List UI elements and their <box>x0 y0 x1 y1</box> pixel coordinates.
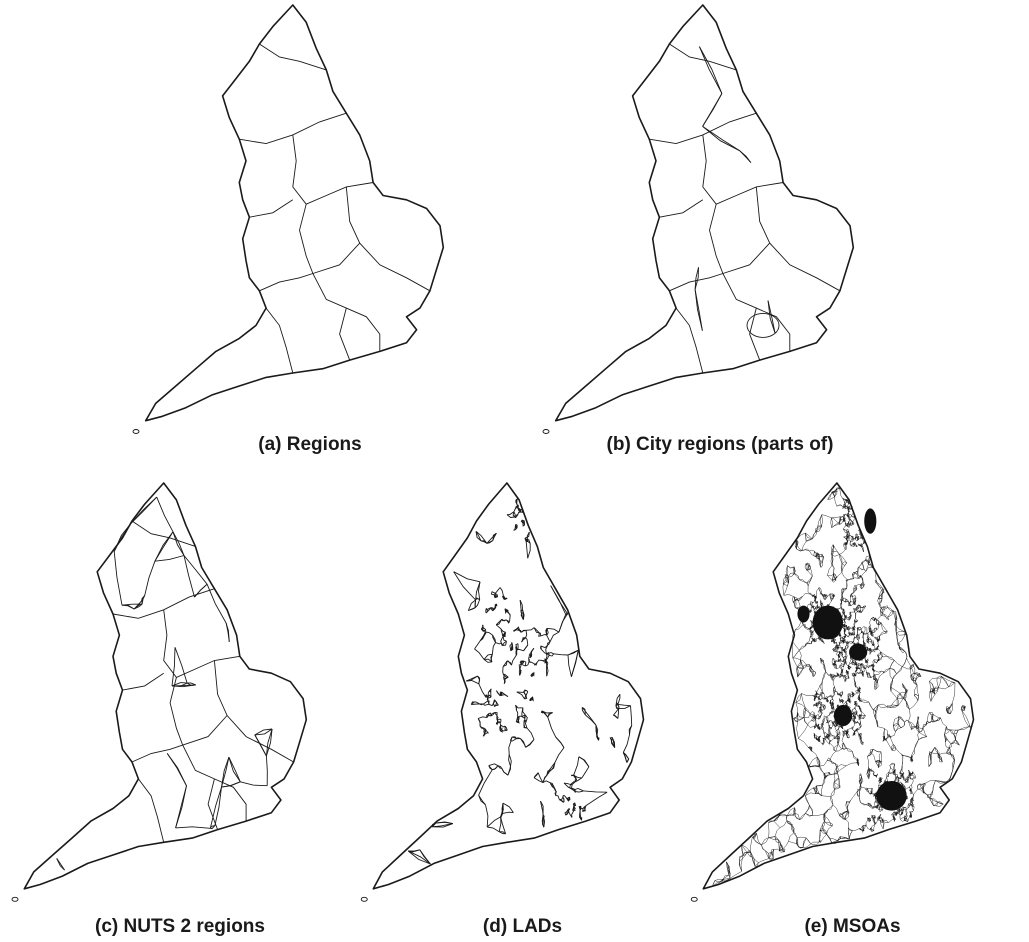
map-nuts2 <box>11 482 308 902</box>
region-boundary <box>292 134 374 205</box>
urban-cluster <box>849 643 868 661</box>
region-boundary <box>259 272 381 352</box>
map-lads <box>360 482 645 902</box>
region-boundary <box>709 204 724 274</box>
region-boundary <box>299 204 314 274</box>
region-boundary <box>702 134 784 205</box>
region-boundary <box>207 778 219 830</box>
panel-nuts2: (c) NUTS 2 regions <box>0 478 360 942</box>
region-boundary <box>669 43 737 71</box>
isles-of-scilly <box>690 896 698 902</box>
panel-msoas: (e) MSOAs <box>680 478 1025 942</box>
boundary-network <box>712 486 972 887</box>
region-boundary <box>163 609 240 678</box>
urban-cluster <box>864 508 877 534</box>
urban-cluster <box>797 605 810 623</box>
region-boundary <box>259 43 327 71</box>
boundary-network <box>56 496 273 871</box>
map-regions <box>132 4 445 434</box>
region-boundary <box>659 199 704 218</box>
england-outline <box>372 482 645 890</box>
isles-of-scilly <box>360 896 368 902</box>
urban-cluster <box>833 704 853 727</box>
map-msoas <box>690 482 975 902</box>
caption-nuts2: (c) NUTS 2 regions <box>95 916 265 937</box>
england-outline <box>702 482 975 890</box>
panel-regions: (a) Regions <box>120 0 500 470</box>
urban-cluster <box>876 780 907 811</box>
region-boundary <box>138 778 165 843</box>
england-outline <box>23 482 308 890</box>
boundary-network <box>694 46 776 334</box>
region-boundary <box>112 588 215 619</box>
region-boundary <box>265 307 294 374</box>
isles-of-scilly <box>11 896 19 902</box>
map-city-regions <box>542 4 855 434</box>
england-outline <box>144 4 445 422</box>
region-boundary <box>669 272 791 352</box>
caption-lads: (d) LADs <box>482 916 563 937</box>
urban-cluster <box>812 605 843 640</box>
caption-city-regions: (b) City regions (parts of) <box>606 434 834 455</box>
caption-regions: (a) Regions <box>258 434 362 455</box>
caption-msoas: (e) MSOAs <box>804 916 901 937</box>
region-boundary <box>339 307 351 361</box>
region-boundary <box>755 186 841 292</box>
region-boundary <box>213 660 294 763</box>
panel-lads: (d) LADs <box>350 478 695 942</box>
region-boundary <box>675 307 704 374</box>
region-boundary <box>649 112 757 145</box>
region-boundary <box>722 242 771 274</box>
region-boundary <box>122 672 164 691</box>
region-boundary <box>312 242 361 274</box>
region-boundary <box>239 112 347 145</box>
region-boundary <box>345 186 431 292</box>
london-boundary <box>746 312 780 338</box>
boundary-network <box>407 498 633 865</box>
region-boundary <box>131 744 247 822</box>
region-boundary <box>169 677 184 746</box>
panel-city-regions: (b) City regions (parts of) <box>530 0 910 470</box>
region-boundary <box>131 520 196 547</box>
region-boundary <box>749 307 761 361</box>
isles-of-scilly <box>542 429 550 434</box>
region-boundary <box>182 715 228 746</box>
isles-of-scilly <box>132 429 140 434</box>
england-outline <box>554 4 855 422</box>
region-boundary <box>249 199 294 218</box>
